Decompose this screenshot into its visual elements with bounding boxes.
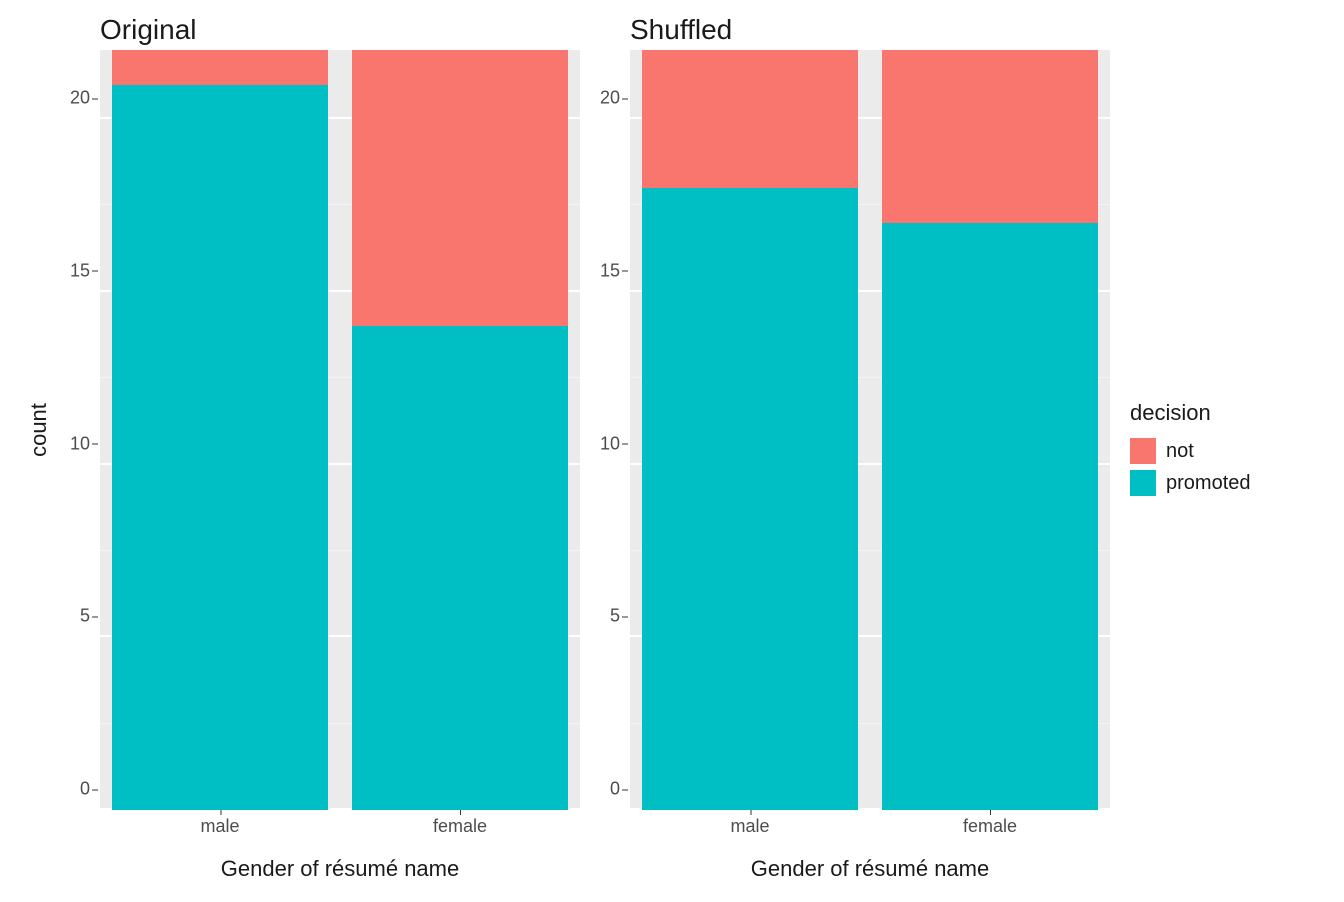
bar-segment — [882, 50, 1098, 223]
plot-row: count05101520 — [0, 50, 580, 810]
bar-segment — [352, 50, 568, 326]
y-tick: 0 — [40, 779, 90, 800]
x-tick-label: female — [433, 816, 487, 836]
legend: decision not promoted — [1110, 0, 1310, 902]
x-tick: male — [200, 816, 239, 837]
y-axis: count05101520 — [0, 50, 100, 810]
tick-mark — [92, 98, 98, 99]
y-tick-label: 20 — [70, 88, 90, 108]
facet-panel: Originalcount05101520malefemaleGender of… — [0, 0, 580, 902]
y-tick-label: 5 — [80, 606, 90, 626]
facet-panel: Shuffled 0 5 10 15 20 male female Gender of résu… — [580, 0, 1110, 902]
y-tick: 20 — [570, 88, 620, 109]
bar-segment — [112, 50, 328, 85]
y-tick: 10 — [570, 433, 620, 454]
tick-mark — [622, 98, 628, 99]
legend-swatch — [1130, 438, 1156, 464]
legend-swatch — [1130, 470, 1156, 496]
bar-stack — [882, 50, 1098, 810]
faceted-bar-chart: Originalcount05101520malefemaleGender of… — [0, 0, 1344, 902]
bar-stack — [112, 50, 328, 810]
y-ticks: 0 5 10 15 20 — [570, 50, 620, 810]
y-tick-label: 15 — [600, 260, 620, 280]
x-axis: male female Gender of résumé name — [630, 810, 1110, 890]
y-tick: 0 — [570, 779, 620, 800]
tick-mark — [92, 444, 98, 445]
bar-segment — [642, 50, 858, 188]
bars — [100, 50, 580, 810]
tick-mark — [460, 810, 461, 815]
x-axis: male female Gender of résumé name — [100, 810, 580, 890]
tick-mark — [220, 810, 221, 815]
x-axis-title: Gender of résumé name — [221, 856, 459, 882]
bar-segment — [112, 85, 328, 810]
y-tick-label: 10 — [600, 433, 620, 453]
tick-mark — [622, 789, 628, 790]
x-tick: female — [433, 816, 487, 837]
legend-item: promoted — [1130, 470, 1310, 496]
legend-label: not — [1166, 440, 1194, 463]
y-tick-label: 15 — [70, 260, 90, 280]
plot-panel — [630, 50, 1110, 810]
y-tick: 10 — [40, 433, 90, 454]
y-tick: 5 — [40, 606, 90, 627]
spacer — [580, 810, 630, 890]
y-tick: 5 — [570, 606, 620, 627]
tick-mark — [92, 271, 98, 272]
bar-segment — [882, 223, 1098, 810]
tick-mark — [750, 810, 751, 815]
y-tick-label: 20 — [600, 88, 620, 108]
legend-item: not — [1130, 438, 1310, 464]
tick-mark — [990, 810, 991, 815]
legend-label: promoted — [1166, 472, 1251, 495]
x-tick: female — [963, 816, 1017, 837]
facet-title: Shuffled — [580, 10, 1110, 50]
facet-title: Original — [0, 10, 580, 50]
facet-panels: Originalcount05101520malefemaleGender of… — [0, 0, 1110, 902]
tick-mark — [92, 616, 98, 617]
x-axis-row: male female Gender of résumé name — [580, 810, 1110, 890]
tick-mark — [622, 271, 628, 272]
tick-mark — [622, 444, 628, 445]
bars — [630, 50, 1110, 810]
x-tick: male — [730, 816, 769, 837]
bar-segment — [642, 188, 858, 810]
y-tick: 15 — [570, 260, 620, 281]
x-axis-row: male female Gender of résumé name — [0, 810, 580, 890]
tick-mark — [622, 616, 628, 617]
y-tick-label: 5 — [610, 606, 620, 626]
x-tick-label: male — [730, 816, 769, 836]
plot-panel — [100, 50, 580, 810]
bar-segment — [352, 326, 568, 810]
legend-title: decision — [1130, 400, 1310, 426]
y-ticks: 0 5 10 15 20 — [40, 50, 90, 810]
x-tick-label: male — [200, 816, 239, 836]
bar-stack — [352, 50, 568, 810]
x-axis-title: Gender of résumé name — [751, 856, 989, 882]
plot-row: 0 5 10 15 20 — [580, 50, 1110, 810]
y-tick: 15 — [40, 260, 90, 281]
spacer — [0, 810, 100, 890]
legend-items: not promoted — [1130, 438, 1310, 502]
y-tick-label: 0 — [610, 779, 620, 799]
tick-mark — [92, 789, 98, 790]
y-axis: 0 5 10 15 20 — [580, 50, 630, 810]
x-tick-label: female — [963, 816, 1017, 836]
y-tick-label: 10 — [70, 433, 90, 453]
y-tick: 20 — [40, 88, 90, 109]
y-tick-label: 0 — [80, 779, 90, 799]
bar-stack — [642, 50, 858, 810]
